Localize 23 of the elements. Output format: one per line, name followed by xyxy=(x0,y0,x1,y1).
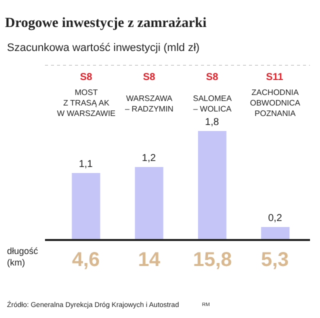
bar xyxy=(198,131,226,239)
annotation: S8 xyxy=(80,72,93,83)
x-tick-label: WARSZAWA – RADZYMIN xyxy=(125,94,174,114)
data-label: 1,1 xyxy=(78,159,94,170)
bar xyxy=(134,167,164,239)
chart-title: Drogowe inwestycje z zamrażarki xyxy=(5,16,207,31)
bar xyxy=(261,227,290,239)
annotation: S8 xyxy=(143,72,156,83)
annotation: S11 xyxy=(266,72,284,83)
text: 5,3 xyxy=(261,249,289,271)
data-label: 1,2 xyxy=(142,153,156,164)
chart-subtitle: Szacunkowa wartość inwestycji (mld zł) xyxy=(7,42,200,54)
x-tick-label: ZACHODNIA OBWODNICA POZNANIA xyxy=(250,88,301,118)
text: 4,6 xyxy=(72,249,100,271)
text: 14 xyxy=(138,249,162,271)
x-tick-label: MOST Z TRASĄ AK W WARSZAWIE xyxy=(57,88,116,118)
text: długość (km) xyxy=(7,246,39,268)
annotation: S8 xyxy=(206,72,219,83)
x-tick-label: SALOMEA – WOLICA xyxy=(193,94,232,114)
bar xyxy=(72,173,100,239)
text: 15,8 xyxy=(193,249,232,271)
data-label: 1,8 xyxy=(205,117,220,128)
data-label: 0,2 xyxy=(268,213,282,224)
